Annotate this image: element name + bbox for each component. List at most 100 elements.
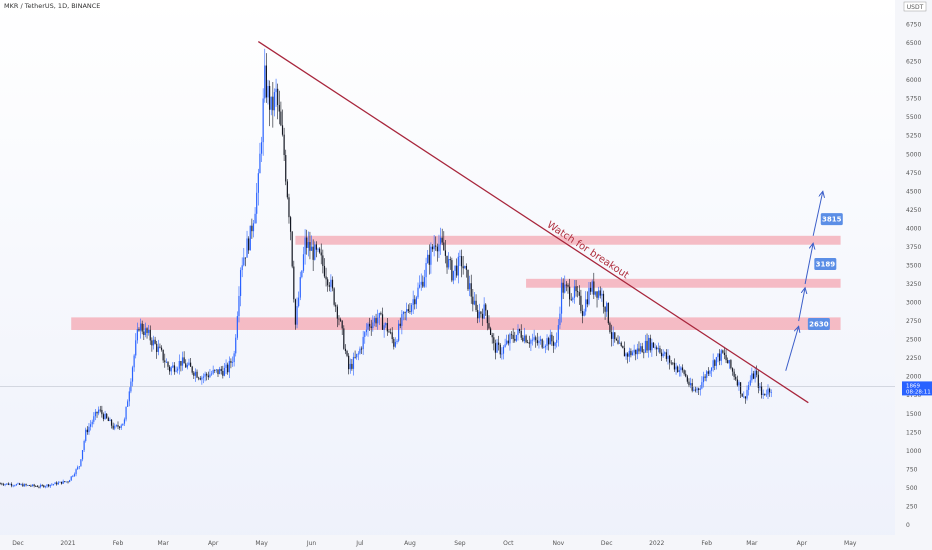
candle [243, 248, 245, 267]
price-tick-label: 1750 [906, 392, 921, 399]
candle-body [301, 270, 303, 278]
candle [235, 334, 237, 357]
candle-body [336, 306, 338, 319]
candle [260, 136, 263, 163]
candle-body [209, 374, 211, 378]
candle [544, 344, 547, 354]
price-tick-label: 2000 [906, 374, 921, 381]
candle-body [412, 299, 414, 305]
candle [119, 426, 121, 430]
candle-body [131, 367, 134, 382]
candle [623, 341, 626, 357]
candle [457, 252, 459, 284]
candle-body [662, 353, 664, 357]
candle-body [615, 338, 617, 341]
candle [51, 482, 53, 486]
candle [151, 337, 153, 352]
candle-body [4, 484, 6, 485]
candle [596, 291, 598, 308]
candle-body [604, 306, 606, 312]
candle-body [757, 374, 759, 388]
candle [317, 247, 319, 253]
candle-body [570, 299, 572, 301]
candle [651, 338, 653, 357]
candle-body [396, 340, 398, 343]
candle-body [294, 299, 297, 325]
candle [436, 243, 438, 262]
candle [306, 229, 308, 255]
candle [709, 369, 711, 376]
candle [31, 484, 34, 487]
candle-body [30, 485, 32, 487]
candle-body [320, 252, 322, 256]
candle-body [520, 331, 522, 338]
candle [770, 389, 772, 398]
candle-body [498, 342, 500, 345]
candle [644, 334, 647, 354]
candle-body [435, 245, 437, 247]
candle [364, 331, 366, 344]
candle-body [352, 356, 355, 369]
candle [551, 331, 553, 346]
candle-body [391, 332, 393, 340]
trendline[interactable] [257, 40, 809, 404]
candle [251, 218, 253, 239]
candle-body [65, 481, 67, 483]
candle [122, 423, 124, 426]
candle-body [173, 365, 176, 372]
candle [693, 386, 695, 392]
candle [423, 269, 426, 288]
candle [478, 303, 480, 323]
candle [527, 339, 529, 344]
time-axis[interactable] [0, 535, 895, 550]
candle-body [635, 349, 637, 355]
candle [725, 349, 727, 364]
candle-body [433, 245, 435, 250]
candle-body [459, 256, 461, 257]
candle [723, 346, 726, 360]
candle [554, 341, 556, 350]
candle-body [28, 485, 30, 486]
price-badge-value: 1869 [906, 383, 920, 389]
candle-body [309, 242, 311, 251]
candle-body [493, 337, 495, 344]
candle [41, 484, 43, 487]
candle [688, 378, 690, 388]
candle [333, 287, 335, 307]
candle-body [239, 270, 242, 296]
candle-body [585, 299, 587, 312]
candle [170, 366, 172, 376]
candle [754, 367, 756, 383]
candle-body [323, 265, 326, 277]
candle-body [452, 270, 455, 281]
candle [722, 349, 724, 354]
candle-body [743, 396, 745, 398]
candle-body [748, 385, 750, 390]
candle-body [256, 192, 258, 214]
candle-body [307, 242, 309, 248]
candle [307, 231, 309, 257]
candle-body [186, 364, 188, 368]
candle [346, 349, 348, 358]
candle [535, 335, 537, 348]
target-label-text: 2630 [809, 320, 829, 328]
candle-body [59, 481, 61, 483]
candle-body [125, 406, 127, 420]
price-axis[interactable] [895, 0, 932, 550]
candle [369, 317, 371, 332]
candle-body [601, 293, 603, 296]
candle [228, 356, 230, 379]
candle [56, 481, 58, 486]
candle [386, 317, 388, 336]
candle [428, 244, 430, 275]
target-arrow [804, 243, 813, 285]
candle [557, 319, 559, 347]
candle [633, 344, 635, 356]
candle [748, 381, 750, 396]
price-tick-label: 4000 [906, 225, 921, 232]
time-tick-label: Mar [157, 540, 169, 547]
candle [136, 322, 138, 344]
candle-body [575, 286, 577, 292]
candle-body [10, 484, 13, 486]
